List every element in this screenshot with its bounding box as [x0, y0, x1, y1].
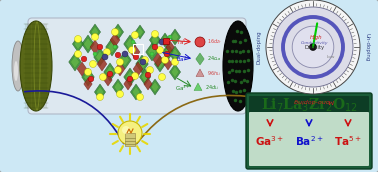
Polygon shape [112, 24, 124, 40]
Polygon shape [108, 41, 116, 53]
Polygon shape [82, 35, 94, 53]
Polygon shape [121, 54, 129, 66]
Polygon shape [166, 41, 174, 53]
Circle shape [141, 56, 149, 63]
Text: Ga$^{3+}$: Ga$^{3+}$ [256, 134, 285, 148]
Polygon shape [138, 58, 146, 70]
Text: $16d_{Zr}$: $16d_{Zr}$ [207, 37, 222, 46]
Polygon shape [96, 86, 104, 98]
Circle shape [161, 56, 169, 63]
Polygon shape [106, 38, 118, 56]
Polygon shape [124, 68, 136, 86]
Circle shape [122, 126, 130, 134]
Polygon shape [169, 46, 181, 62]
Circle shape [118, 121, 142, 145]
Circle shape [310, 44, 316, 51]
Text: Ba$^{2+}$: Ba$^{2+}$ [295, 134, 323, 148]
Bar [133, 44, 143, 54]
Polygon shape [147, 46, 156, 58]
Polygon shape [114, 26, 122, 38]
Polygon shape [135, 25, 145, 39]
Circle shape [122, 51, 128, 57]
Circle shape [116, 58, 124, 66]
Polygon shape [130, 45, 140, 59]
Polygon shape [196, 53, 204, 65]
FancyBboxPatch shape [246, 93, 372, 169]
Text: $96h_{Li}$: $96h_{Li}$ [207, 69, 221, 78]
Polygon shape [119, 51, 131, 69]
Text: $24d_{Li}$: $24d_{Li}$ [205, 84, 219, 93]
Circle shape [150, 52, 154, 56]
Circle shape [96, 94, 104, 100]
Circle shape [168, 35, 172, 39]
Polygon shape [73, 36, 84, 52]
Circle shape [112, 29, 118, 35]
Polygon shape [151, 34, 159, 46]
Circle shape [81, 56, 87, 62]
Polygon shape [163, 44, 174, 60]
Polygon shape [84, 38, 92, 50]
FancyBboxPatch shape [28, 18, 246, 114]
Polygon shape [136, 27, 143, 37]
Circle shape [266, 0, 360, 94]
Polygon shape [169, 29, 181, 45]
Polygon shape [169, 64, 181, 80]
Polygon shape [90, 24, 101, 40]
Polygon shape [69, 53, 81, 71]
Polygon shape [124, 35, 136, 53]
Text: Li$_7$La$_3$Zr$_2$O$_{12}$: Li$_7$La$_3$Zr$_2$O$_{12}$ [260, 96, 358, 114]
Circle shape [132, 31, 138, 39]
Circle shape [145, 72, 151, 78]
Circle shape [88, 76, 94, 82]
Polygon shape [84, 71, 92, 83]
Polygon shape [125, 71, 135, 83]
Circle shape [127, 76, 133, 82]
Circle shape [131, 40, 135, 44]
Circle shape [132, 73, 138, 79]
Polygon shape [74, 38, 82, 50]
Circle shape [164, 51, 170, 57]
Circle shape [102, 54, 108, 60]
Circle shape [133, 54, 139, 60]
Polygon shape [194, 83, 202, 90]
Polygon shape [96, 51, 104, 63]
Polygon shape [141, 71, 149, 83]
Ellipse shape [12, 41, 24, 91]
Text: Ta$^{5+}$: Ta$^{5+}$ [334, 134, 362, 148]
Circle shape [156, 46, 164, 53]
Bar [125, 133, 135, 146]
Polygon shape [110, 33, 120, 47]
Ellipse shape [223, 21, 253, 111]
Circle shape [97, 44, 103, 50]
Polygon shape [146, 43, 158, 61]
Text: $24c_{La}$: $24c_{La}$ [207, 55, 222, 63]
Polygon shape [125, 38, 135, 50]
Polygon shape [151, 81, 159, 93]
Ellipse shape [20, 21, 52, 111]
Circle shape [116, 90, 124, 98]
Circle shape [107, 71, 113, 77]
Polygon shape [97, 57, 107, 71]
Polygon shape [161, 35, 169, 45]
Circle shape [115, 67, 121, 73]
Polygon shape [136, 55, 148, 73]
Circle shape [195, 37, 205, 47]
Polygon shape [90, 40, 100, 54]
Circle shape [140, 59, 146, 65]
Circle shape [292, 26, 334, 68]
Polygon shape [149, 32, 161, 48]
FancyBboxPatch shape [249, 112, 369, 166]
Circle shape [74, 35, 82, 42]
Circle shape [147, 67, 153, 73]
Bar [163, 38, 169, 44]
Circle shape [90, 61, 96, 67]
Polygon shape [130, 84, 142, 100]
Polygon shape [84, 78, 92, 90]
Polygon shape [94, 84, 105, 100]
Text: Low: Low [327, 55, 335, 59]
Polygon shape [196, 69, 204, 77]
Polygon shape [149, 79, 161, 95]
Polygon shape [156, 58, 164, 70]
Polygon shape [171, 48, 179, 60]
